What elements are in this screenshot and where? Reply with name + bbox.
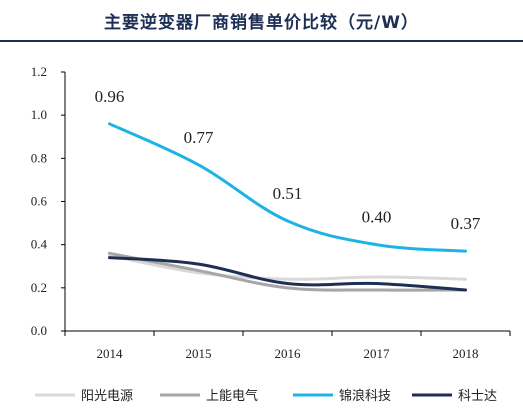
x-tick-label: 2014 [97, 346, 124, 361]
data-label: 0.51 [273, 184, 303, 203]
data-label: 0.77 [184, 128, 214, 147]
series-line-1 [108, 253, 467, 281]
data-label: 0.37 [451, 214, 481, 233]
series-lines [108, 122, 467, 292]
y-tick-label: 0.4 [31, 237, 48, 252]
data-label: 0.40 [362, 208, 392, 227]
data-label: 0.96 [95, 87, 125, 106]
y-tick-label: 1.2 [31, 64, 47, 79]
y-tick-label: 0.2 [31, 280, 47, 295]
legend-label-4: 科士达 [458, 389, 497, 404]
x-tick-label: 2016 [275, 346, 302, 361]
y-tick-label: 1.0 [31, 107, 47, 122]
x-tick-label: 2017 [364, 346, 391, 361]
y-tick-label: 0.8 [31, 150, 47, 165]
title-underline [0, 40, 523, 42]
axes: 0.0 0.2 0.4 0.6 0.8 1.0 1.2 2014 2015 2016 2017 201… [31, 64, 511, 361]
x-tick-label: 2015 [186, 346, 212, 361]
legend-label-1: 阳光电源 [81, 389, 133, 404]
legend-label-3: 锦浪科技 [339, 389, 391, 404]
legend: 阳光电源 上能电气 锦浪科技 科士达 [35, 388, 497, 404]
chart-title: 主要逆变器厂商销售单价比较（元/W） [104, 13, 419, 33]
y-tick-label: 0.0 [31, 323, 47, 338]
x-tick-label: 2018 [453, 346, 479, 361]
y-tick-label: 0.6 [31, 194, 48, 209]
legend-label-2: 上能电气 [206, 388, 258, 404]
data-labels: 0.96 0.77 0.51 0.40 0.37 [95, 87, 481, 233]
